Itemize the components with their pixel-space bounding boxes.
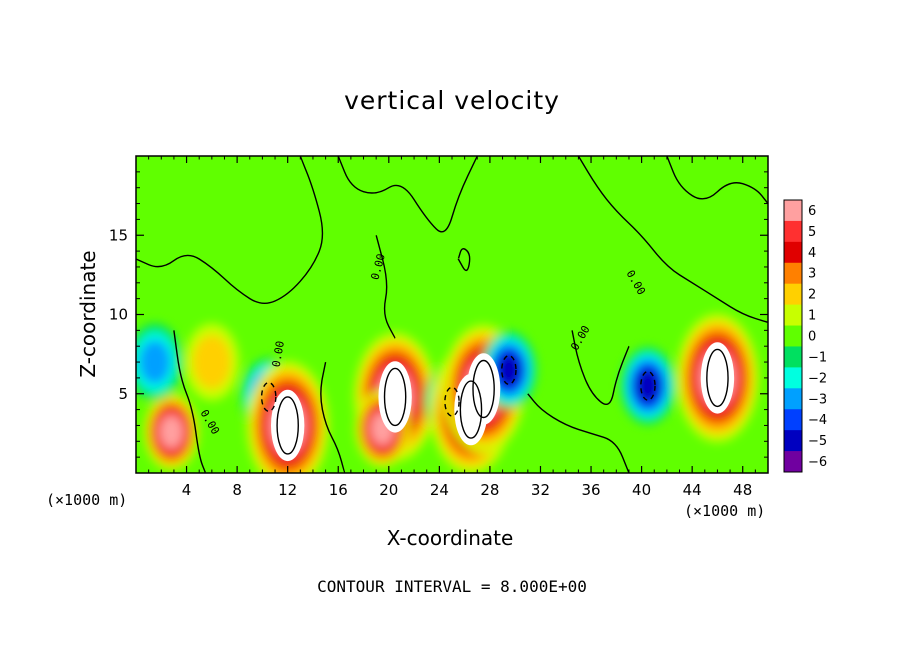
contour-line [501,354,517,385]
x-unit-left: (×1000 m) [46,491,128,509]
contour-line [173,330,207,473]
contour-interval-footer: CONTOUR INTERVAL = 8.000E+00 [317,577,587,596]
colorbar-swatch [784,346,802,368]
x-tick-label: 48 [733,481,752,499]
colorbar-swatch [784,430,802,452]
contour-line [383,367,407,427]
contour-line [577,156,768,324]
x-tick-label: 16 [329,481,348,499]
colorbar-label: 1 [808,309,816,324]
contour-line [571,330,630,405]
colorbar-swatch [784,304,802,327]
colorbar-label: −4 [808,413,827,428]
colorbar-label: 2 [808,288,816,303]
colorbar-swatch [784,451,802,473]
contour-line [375,235,396,339]
x-tick-label: 44 [683,481,702,499]
colorbar-swatch [784,388,802,410]
heatmap-band [159,415,184,449]
contour-label: 0.00 [270,340,287,368]
y-tick-label: 5 [118,385,128,403]
colorbar-label: 6 [808,204,816,219]
contour-line [527,393,630,473]
colorbar-swatch [784,241,802,264]
heatmap-field: 0.000.000.000.000.00 [136,156,768,473]
y-tick-label: 10 [109,306,128,324]
x-tick-label: 36 [581,481,600,499]
colorbar-label: 3 [808,267,816,282]
colorbar-label: 5 [808,225,816,240]
chart-title: vertical velocity [344,86,560,115]
contour-line [459,380,483,439]
colorbar-swatch [784,220,802,243]
heatmap-band [496,352,522,388]
colorbar-swatch [784,283,802,306]
colorbar-swatch [784,409,802,431]
contour-line [640,370,656,401]
contour-line [337,156,478,233]
x-tick-label: 8 [232,481,242,499]
contour-line [276,396,299,455]
colorbar-label: 0 [808,330,816,345]
colorbar-swatch [784,325,802,347]
extreme-core [378,361,412,433]
colorbar-label: −6 [808,455,827,470]
colorbar-swatch [784,262,802,285]
contour-line [136,156,324,304]
colorbar-label: −5 [808,434,827,449]
heatmap-band [192,334,232,390]
x-axis-label: X-coordinate [386,526,514,550]
x-tick-label: 4 [182,481,192,499]
heatmap-band [635,368,661,404]
contour-line [444,386,460,417]
x-tick-label: 28 [480,481,499,499]
colorbar-swatch [784,200,802,222]
colorbar-label: −1 [808,350,827,365]
contour-line [260,381,277,412]
contour-line [472,359,495,419]
colorbar-label: 4 [808,246,816,261]
colorbar-swatch [784,367,802,389]
contour-line [666,156,768,204]
colorbar-label: −2 [808,371,827,386]
x-tick-label: 20 [379,481,398,499]
heatmap-band [139,339,171,385]
contour-line [457,248,471,272]
x-tick-label: 40 [632,481,651,499]
x-tick-label: 24 [430,481,449,499]
x-unit-right: (×1000 m) [684,502,766,520]
contour-line [320,361,346,473]
x-tick-label: 32 [531,481,550,499]
y-tick-label: 15 [109,226,128,244]
extreme-core [700,342,735,414]
contour-line [706,348,729,408]
extreme-core [466,353,501,425]
colorbar-label: −3 [808,392,827,407]
y-axis-label: Z-coordinate [76,250,100,378]
colorbar-frame [783,199,803,473]
x-tick-label: 12 [278,481,297,499]
